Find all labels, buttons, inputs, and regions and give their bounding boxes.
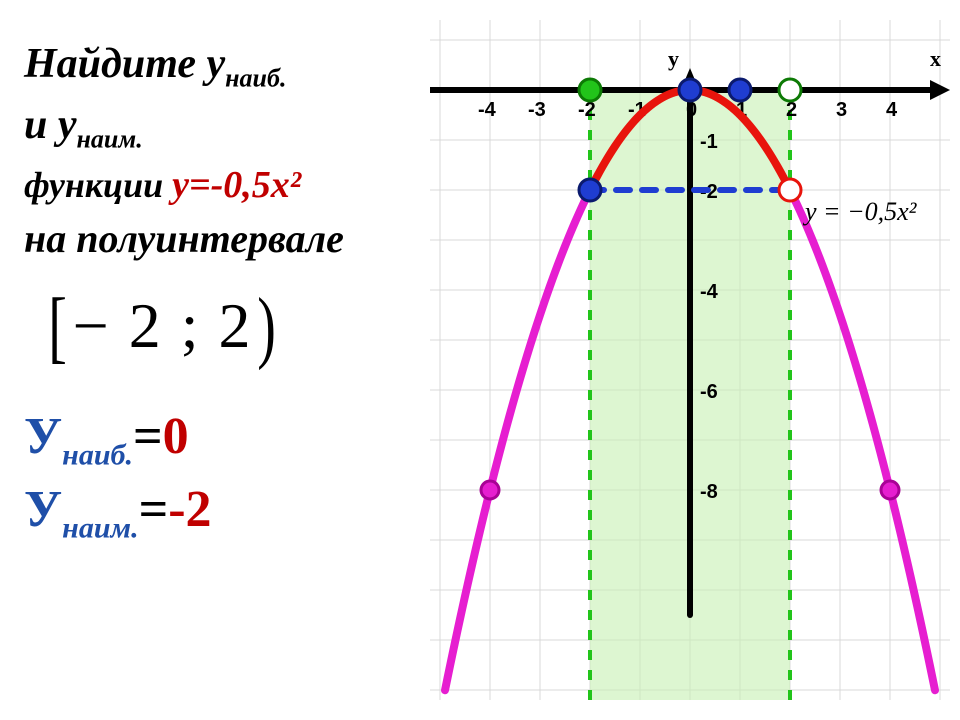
interval-sep: ; [181,290,201,361]
svg-text:х: х [930,46,941,71]
title-line-2: и унаим. [24,101,454,154]
title-text-4: на полуинтервале [24,216,344,261]
svg-text:-4: -4 [700,281,719,303]
answer-val-min: -2 [168,481,211,538]
title-sub-naib: наиб. [225,63,286,92]
svg-text:3: 3 [836,99,847,121]
title-text-2: и у [24,102,77,148]
svg-text:-3: -3 [528,99,546,121]
chart-svg: ух-4-3-2-101234-1-2-4-6-8y = −0,5x² [430,20,950,700]
answer-max: Унаиб.=0 [24,407,454,472]
answer-val-max: 0 [163,408,189,465]
interval-b: 2 [219,290,253,361]
svg-text:4: 4 [886,99,898,121]
answer-u-1: У [24,408,62,465]
function-expr: у=-0,5х² [172,164,301,206]
answer-u-2: У [24,481,62,538]
title-line-4: на полуинтервале [24,215,454,262]
answers: Унаиб.=0 Унаим.=-2 [24,407,454,546]
answer-sub-naim: наим. [62,512,138,545]
chart-container: ух-4-3-2-101234-1-2-4-6-8y = −0,5x² [430,20,950,700]
title-text-3: функции [24,165,172,205]
svg-text:-1: -1 [700,131,718,153]
interval: [− 2 ; 2) [44,276,454,367]
title-line-1: Найдите унаиб. [24,40,454,93]
answer-sub-naib: наиб. [62,438,133,471]
svg-text:-2: -2 [578,99,596,121]
svg-text:-8: -8 [700,481,718,503]
svg-text:-6: -6 [700,381,718,403]
title-line-3: функции у=-0,5х² [24,163,454,207]
interval-open: [ [48,282,68,373]
answer-eq-1: = [133,408,163,465]
title-sub-naim: наим. [77,125,143,154]
svg-text:y = −0,5x²: y = −0,5x² [802,197,918,226]
svg-text:-4: -4 [478,99,497,121]
interval-close: ) [257,282,277,373]
svg-text:у: у [668,46,679,71]
title-text-1: Найдите у [24,41,225,87]
answer-eq-2: = [139,481,169,538]
answer-min: Унаим.=-2 [24,480,454,545]
interval-a: − 2 [73,290,163,361]
